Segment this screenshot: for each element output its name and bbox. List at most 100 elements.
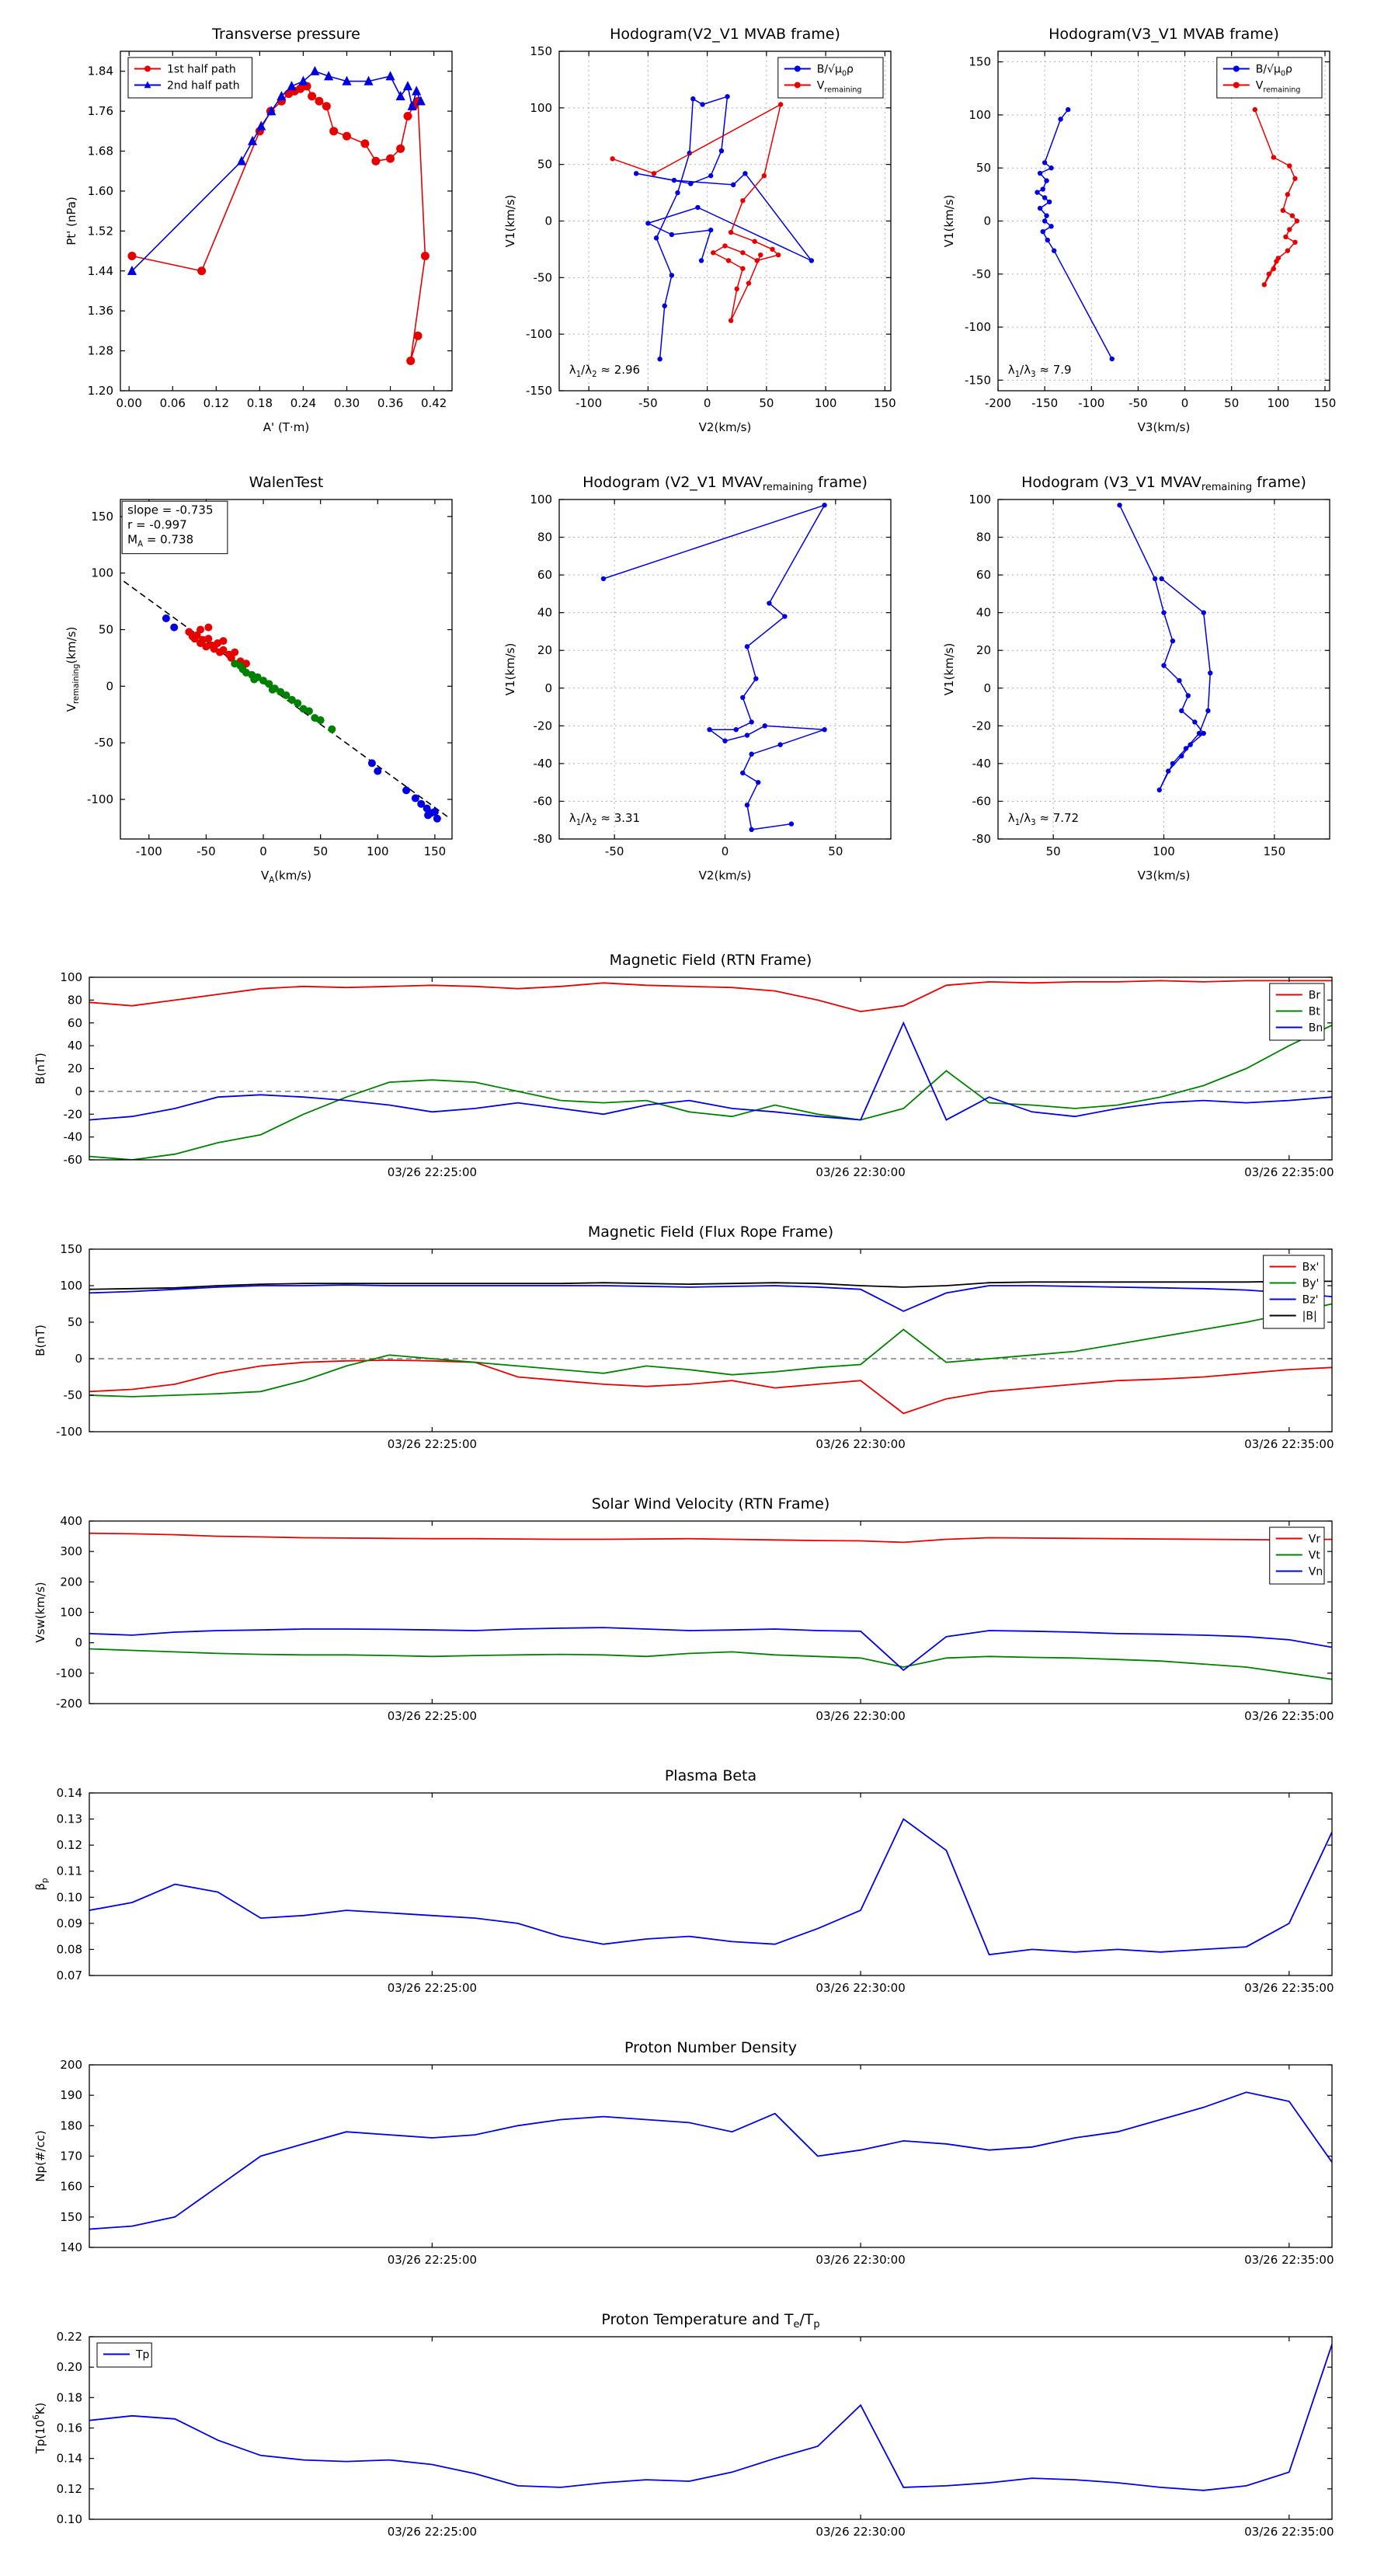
svg-text:50: 50 (976, 161, 991, 175)
chart-svg-walen_test: -100 -50 0 50 100 150 -100 -50 0 50 100 150 WalenTes… (64, 474, 453, 885)
svg-text:Bz': Bz' (1302, 1294, 1319, 1307)
svg-text:-100: -100 (56, 1425, 82, 1439)
svg-text:MA = 0.738: MA = 0.738 (127, 532, 193, 548)
chart-transverse-pressure: 0.00 0.06 0.12 0.18 0.24 0.30 0.36 0.42 1.20 1.28… (54, 12, 466, 451)
svg-text:0: 0 (544, 681, 552, 695)
svg-text:V2(km/s): V2(km/s) (699, 869, 752, 882)
svg-text:03/26 22:30:00: 03/26 22:30:00 (816, 1437, 905, 1451)
svg-text:2nd half path: 2nd half path (167, 80, 240, 92)
svg-text:140: 140 (60, 2240, 82, 2254)
svg-text:0.18: 0.18 (247, 396, 273, 410)
svg-text:λ1/λ3 ≈ 7.72: λ1/λ3 ≈ 7.72 (1008, 811, 1079, 827)
svg-text:Vr: Vr (1309, 1533, 1321, 1546)
svg-text:03/26 22:25:00: 03/26 22:25:00 (388, 2253, 477, 2267)
svg-text:150: 150 (91, 510, 113, 524)
svg-text:-100: -100 (576, 396, 602, 410)
chart-magnetic-field-flux-rope: 03/26 22:25:00 03/26 22:30:00 03/26 22:35:… (0, 1210, 1398, 1467)
svg-text:0: 0 (722, 844, 729, 858)
svg-text:Proton Number Density: Proton Number Density (624, 2039, 797, 2056)
svg-text:-50: -50 (1128, 396, 1148, 410)
svg-text:40: 40 (68, 1039, 82, 1053)
svg-text:50: 50 (828, 844, 843, 858)
svg-text:50: 50 (1224, 396, 1239, 410)
svg-text:-50: -50 (95, 736, 114, 750)
svg-text:-100: -100 (965, 320, 991, 334)
svg-text:Vremaining: Vremaining (817, 80, 862, 95)
svg-text:-150: -150 (1031, 396, 1058, 410)
svg-text:-100: -100 (56, 1666, 82, 1680)
svg-text:03/26 22:25:00: 03/26 22:25:00 (388, 2525, 477, 2539)
svg-text:50: 50 (313, 844, 328, 858)
chart-svg-proton_temperature: 03/26 22:25:00 03/26 22:30:00 03/26 22:35:… (33, 2311, 1334, 2539)
svg-text:100: 100 (60, 1606, 82, 1620)
svg-text:03/26 22:30:00: 03/26 22:30:00 (816, 1709, 905, 1723)
svg-text:-20: -20 (972, 719, 992, 733)
row-mvab-hodograms: 0.00 0.06 0.12 0.18 0.24 0.30 0.36 0.42 1.20 1.28… (0, 12, 1398, 451)
svg-text:A' (T·m): A' (T·m) (263, 420, 309, 434)
svg-text:150: 150 (530, 44, 552, 58)
svg-text:190: 190 (60, 2088, 82, 2102)
svg-text:Vn: Vn (1309, 1566, 1323, 1579)
svg-text:1.44: 1.44 (88, 264, 113, 278)
svg-text:100: 100 (91, 566, 113, 580)
svg-text:-200: -200 (56, 1697, 82, 1711)
svg-text:20: 20 (976, 643, 991, 657)
svg-text:150: 150 (60, 2210, 82, 2224)
svg-text:1st half path: 1st half path (167, 64, 236, 76)
svg-text:0.12: 0.12 (203, 396, 229, 410)
svg-text:50: 50 (99, 623, 113, 637)
svg-text:0: 0 (75, 1636, 82, 1650)
svg-text:200: 200 (60, 2058, 82, 2072)
svg-text:|B|: |B| (1302, 1311, 1317, 1323)
chart-svg-transverse_pressure: 0.00 0.06 0.12 0.18 0.24 0.30 0.36 0.42 1.20 1.28… (64, 26, 453, 434)
svg-text:-50: -50 (64, 1388, 83, 1402)
svg-text:-50: -50 (534, 270, 553, 284)
svg-text:100: 100 (530, 101, 552, 115)
svg-text:150: 150 (1264, 844, 1286, 858)
svg-text:Np(#/cc): Np(#/cc) (33, 2130, 47, 2182)
svg-text:100: 100 (367, 844, 389, 858)
svg-text:03/26 22:35:00: 03/26 22:35:00 (1244, 2525, 1334, 2539)
chart-svg-hodo_v2v1_mvav: -50 0 50 -80 -60 -40 -20 0 20 40 60 80 100 Hodogram (… (503, 474, 892, 882)
svg-text:0.24: 0.24 (290, 396, 316, 410)
svg-text:1.60: 1.60 (88, 184, 113, 198)
svg-text:03/26 22:25:00: 03/26 22:25:00 (388, 1165, 477, 1179)
svg-text:100: 100 (969, 108, 991, 122)
chart-solar-wind-velocity: 03/26 22:25:00 03/26 22:30:00 03/26 22:35:… (0, 1482, 1398, 1739)
timeseries-stack: 03/26 22:25:00 03/26 22:30:00 03/26 22:35:… (0, 938, 1398, 2554)
svg-text:V1(km/s): V1(km/s) (942, 643, 956, 696)
svg-text:50: 50 (1046, 844, 1061, 858)
chart-hodogram-v3v1-mvab: -200 -150 -100 -50 0 50 100 150 -150 -100 -50 0 50 10… (932, 12, 1344, 451)
svg-text:Bn: Bn (1309, 1022, 1323, 1035)
svg-text:0: 0 (75, 1084, 82, 1098)
svg-text:0.30: 0.30 (334, 396, 360, 410)
svg-text:Vremaining(km/s): Vremaining(km/s) (64, 627, 81, 712)
svg-text:0: 0 (106, 679, 113, 693)
svg-text:-100: -100 (136, 844, 162, 858)
svg-text:1.36: 1.36 (88, 304, 113, 318)
chart-svg-proton_density: 03/26 22:25:00 03/26 22:30:00 03/26 22:35:… (33, 2039, 1334, 2267)
svg-text:Transverse pressure: Transverse pressure (211, 26, 360, 43)
svg-text:03/26 22:25:00: 03/26 22:25:00 (388, 1709, 477, 1723)
svg-text:-20: -20 (64, 1107, 83, 1121)
svg-text:Bt: Bt (1309, 1006, 1321, 1018)
svg-text:150: 150 (874, 396, 896, 410)
svg-text:Tp(106K): Tp(106K) (33, 2403, 47, 2455)
svg-text:20: 20 (537, 643, 552, 657)
svg-text:150: 150 (60, 1242, 82, 1256)
svg-text:40: 40 (976, 606, 991, 620)
svg-text:-50: -50 (972, 267, 992, 281)
chart-proton-density: 03/26 22:25:00 03/26 22:30:00 03/26 22:35:… (0, 2026, 1398, 2282)
chart-walen-test: -100 -50 0 50 100 150 -100 -50 0 50 100 150 WalenTes… (54, 461, 466, 900)
svg-text:-150: -150 (526, 384, 552, 398)
svg-text:Magnetic Field (Flux Rope Fram: Magnetic Field (Flux Rope Frame) (588, 1224, 833, 1241)
svg-text:0.07: 0.07 (57, 1969, 82, 1982)
svg-text:Vremaining: Vremaining (1256, 80, 1301, 95)
svg-text:0: 0 (1181, 396, 1189, 410)
chart-hodogram-v2v1-mvab: -100 -50 0 50 100 150 -150 -100 -50 0 50 100 150 Hodo… (493, 12, 905, 451)
svg-text:20: 20 (68, 1062, 82, 1076)
svg-text:180: 180 (60, 2118, 82, 2132)
svg-text:0.42: 0.42 (421, 396, 447, 410)
svg-text:0.10: 0.10 (57, 2512, 82, 2526)
svg-text:B/√μ0ρ: B/√μ0ρ (1256, 64, 1292, 78)
